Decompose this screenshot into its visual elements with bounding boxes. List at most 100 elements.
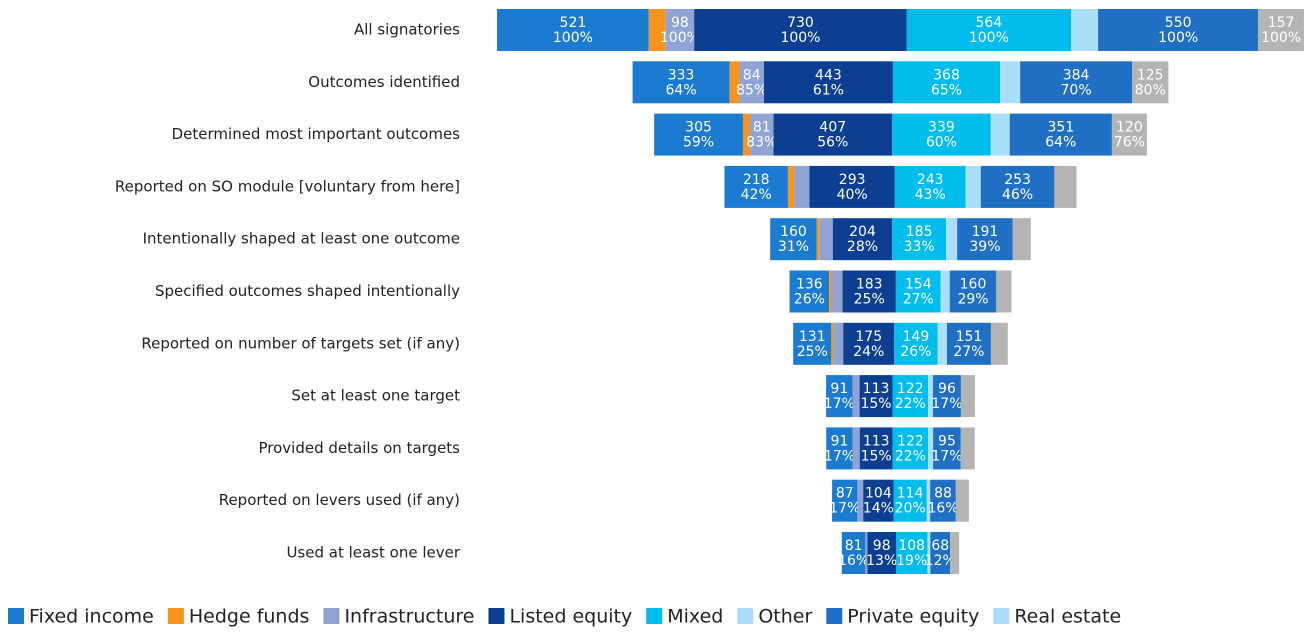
bar-segment (1009, 113, 1112, 156)
bar-segment (960, 375, 975, 418)
percent-label: 100% (553, 30, 593, 46)
bar-segment (990, 113, 1010, 156)
value-label: 160 (960, 277, 987, 293)
percent-label: 31% (778, 239, 809, 255)
value-label: 96 (938, 381, 956, 397)
value-label: 368 (933, 67, 960, 83)
percent-label: 17% (931, 448, 962, 464)
value-label: 149 (903, 329, 930, 345)
bar-segment (895, 270, 941, 313)
bar-segment (928, 375, 933, 418)
bar-segment (787, 165, 795, 208)
value-label: 122 (897, 433, 924, 449)
percent-label: 65% (931, 82, 962, 98)
bar-segment (826, 375, 853, 418)
legend-swatch (737, 608, 754, 624)
value-label: 113 (863, 381, 890, 397)
bar-segment (819, 218, 833, 261)
percent-label: 16% (927, 501, 958, 517)
bar-segment (1000, 61, 1021, 104)
category-label: Specified outcomes shaped intentionally (155, 282, 460, 300)
value-label: 68 (931, 538, 949, 554)
bar-segment (852, 427, 860, 470)
percent-label: 80% (1135, 82, 1166, 98)
percent-label: 27% (953, 344, 984, 360)
bar-segment (990, 322, 1008, 365)
percent-label: 59% (683, 135, 714, 151)
value-label: 204 (849, 224, 876, 240)
bar-segment (694, 9, 907, 51)
bar-segment (763, 61, 893, 104)
bar-segment (843, 322, 895, 365)
percent-label: 33% (904, 239, 935, 255)
bar-segment (789, 270, 830, 313)
bar-segment (892, 218, 947, 261)
percent-label: 100% (1158, 30, 1198, 46)
legend-label: Other (758, 606, 812, 628)
bar-segment (857, 479, 864, 522)
percent-label: 70% (1061, 82, 1092, 98)
bar-segment (980, 165, 1055, 208)
category-label: Determined most important outcomes (172, 125, 461, 143)
value-label: 253 (1004, 172, 1031, 188)
bar-segment (749, 113, 774, 156)
percent-label: 24% (853, 344, 884, 360)
value-label: 87 (836, 486, 854, 502)
value-label: 120 (1116, 120, 1143, 136)
bar-segment (946, 218, 958, 261)
value-label: 305 (685, 120, 712, 136)
bar-segment (654, 113, 743, 156)
bar-segment (1098, 9, 1259, 51)
value-label: 151 (956, 329, 983, 345)
percent-label: 27% (903, 292, 934, 308)
percent-label: 17% (824, 396, 855, 412)
legend-swatch (646, 608, 663, 624)
percent-label: 17% (829, 501, 860, 517)
bar-segment (930, 532, 951, 574)
bar-segment (816, 218, 820, 261)
percent-label: 83% (746, 135, 777, 151)
percent-label: 22% (895, 396, 926, 412)
percent-label: 42% (741, 187, 772, 203)
bar-segment (665, 9, 695, 51)
legend-swatch (488, 608, 505, 624)
percent-label: 39% (969, 239, 1000, 255)
percent-label: 76% (1114, 135, 1145, 151)
bar-segment (950, 532, 960, 574)
bar-segment (937, 322, 947, 365)
percent-label: 43% (915, 187, 946, 203)
percent-label: 12% (925, 553, 956, 569)
value-label: 81 (753, 120, 771, 136)
bar-segment (1020, 61, 1133, 104)
bar-segment (895, 532, 928, 574)
value-label: 443 (815, 67, 842, 83)
legend-swatch (323, 608, 340, 624)
category-label: Set at least one target (291, 387, 460, 405)
percent-label: 100% (969, 30, 1009, 46)
category-label: Reported on levers used (if any) (219, 491, 460, 509)
bar-segment (926, 479, 931, 522)
category-label: Outcomes identified (308, 73, 460, 91)
value-label: 218 (743, 172, 770, 188)
bar-segment (867, 532, 896, 574)
value-label: 91 (831, 433, 849, 449)
bar-segment (826, 427, 853, 470)
bar-segment (773, 113, 893, 156)
category-label: Reported on number of targets set (if an… (141, 334, 460, 352)
bar-segment (841, 532, 866, 574)
bar-segment (852, 375, 860, 418)
percent-label: 25% (854, 292, 885, 308)
bar-segment (893, 479, 927, 522)
bar-segment (1054, 165, 1077, 208)
percent-label: 15% (861, 448, 892, 464)
percent-label: 16% (838, 553, 869, 569)
bar-segment (1258, 9, 1304, 51)
bar-segment (842, 270, 896, 313)
bar-segment (1070, 9, 1099, 51)
bar-segment (892, 61, 1001, 104)
bar-segment (894, 322, 938, 365)
percent-label: 28% (847, 239, 878, 255)
bar-segment (955, 479, 969, 522)
percent-label: 46% (1002, 187, 1033, 203)
bar-segment (632, 61, 730, 104)
